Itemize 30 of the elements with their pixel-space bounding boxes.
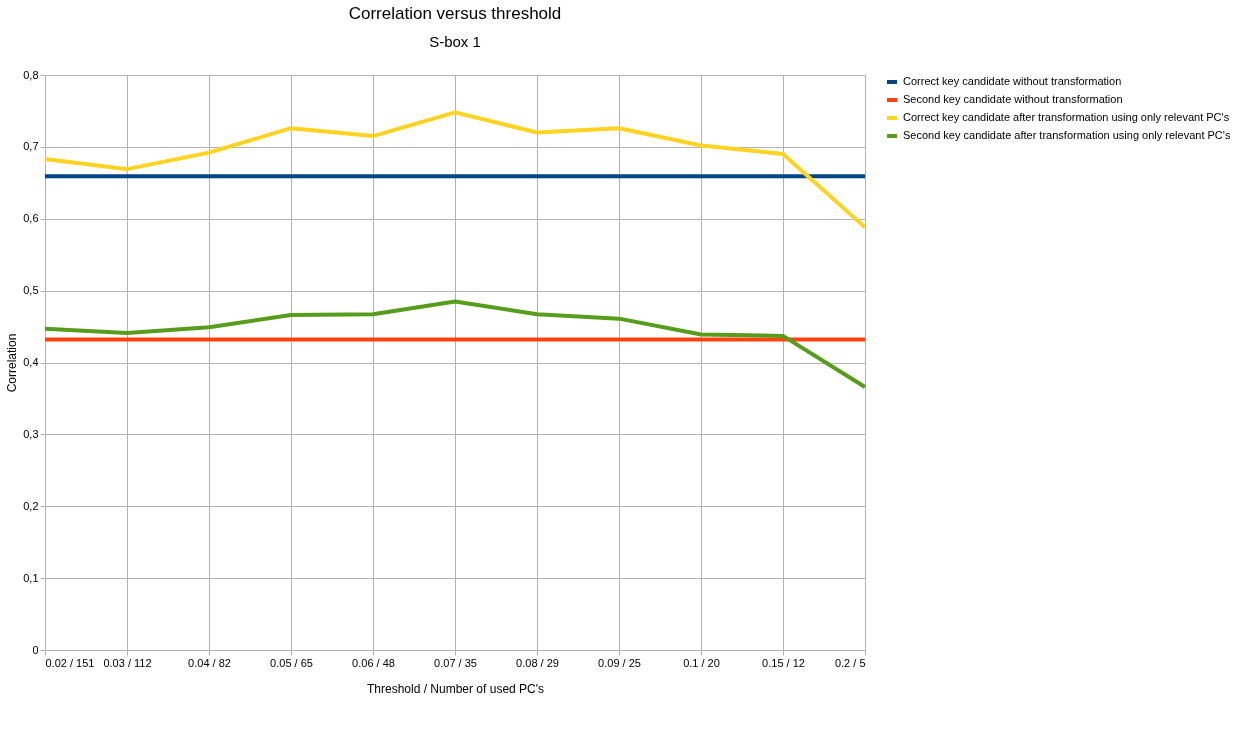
x-tick-label: 0.02 / 151 [45,656,95,669]
chart-subtitle: S-box 1 [429,33,481,50]
chart-title: Correlation versus threshold [348,4,562,23]
x-axis-title: Threshold / Number of used PC's [366,681,545,696]
line-series [43,110,867,230]
x-tick-label: 0.06 / 48 [352,656,395,669]
legend-label: Correct key candidate without transformation [903,75,1122,87]
x-tick-label: 0.08 / 29 [516,656,559,669]
y-tick-label: 0 [32,643,39,656]
y-tick-label: 0,6 [23,212,39,225]
x-tick-label: 0.09 / 25 [598,656,641,669]
y-tick-label: 0,4 [23,356,39,368]
y-tick-label: 0,5 [23,284,39,297]
x-tick-label: 0.03 / 112 [103,656,152,669]
x-tick-label: 0.15 / 12 [762,656,805,669]
x-tick-label: 0.1 / 20 [683,656,720,669]
x-tick-label: 0.07 / 35 [434,656,477,669]
x-tick-label: 0.05 / 65 [270,656,313,669]
y-tick-label: 0,7 [23,140,39,153]
x-tick-label: 0.2 / 5 [834,656,866,669]
y-tick-label: 0,8 [23,68,39,81]
line-series [43,299,867,389]
legend-label: Correct key candidate after transformation using only relevant PC's [903,111,1230,123]
legend-label: Second key candidate without transformation [903,93,1123,105]
legend-label: Second key candidate after transformation using only relevant PC's [903,129,1231,141]
y-axis-title: Correlation [5,333,20,393]
y-tick-label: 0,1 [23,571,39,584]
x-tick-label: 0.04 / 82 [188,656,231,669]
y-tick-label: 0,2 [23,499,39,512]
y-tick-label: 0,3 [23,427,39,440]
